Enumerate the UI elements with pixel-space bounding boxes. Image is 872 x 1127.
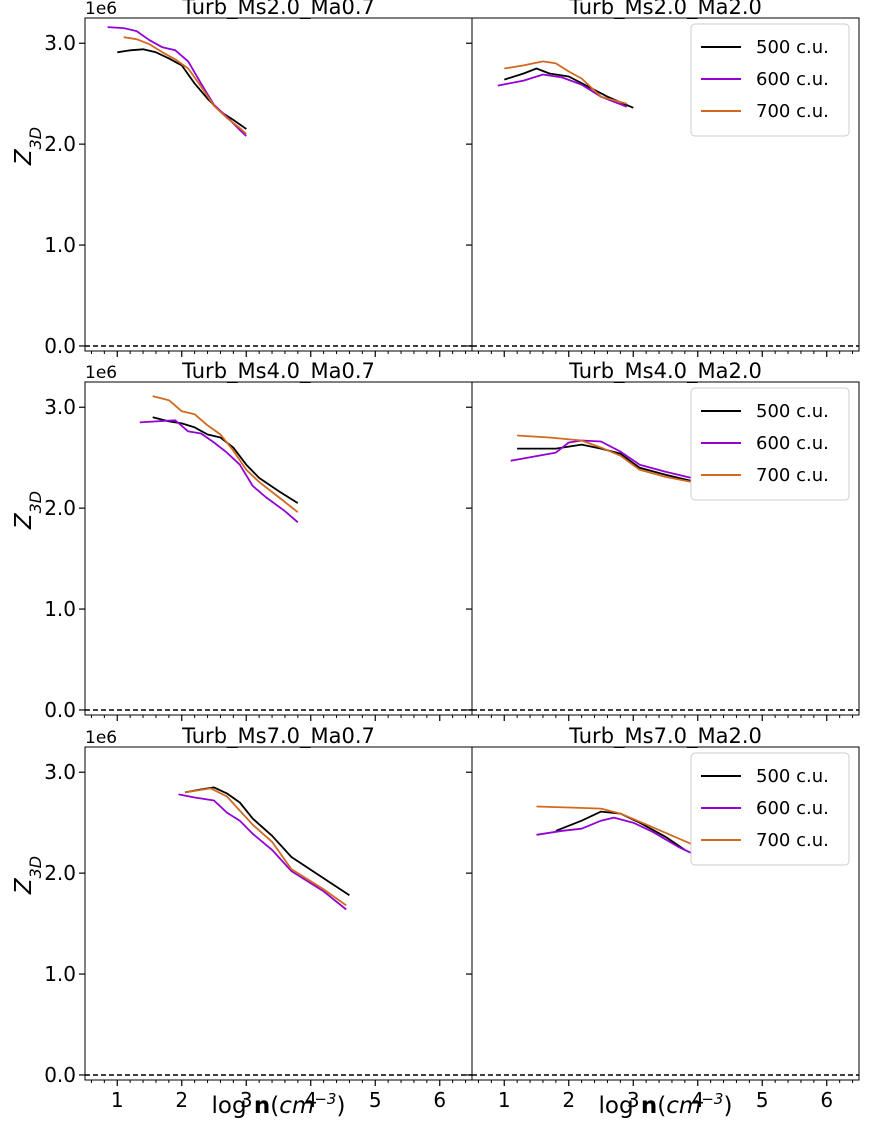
panel-4: Turb_Ms4.0_Ma2.0 500 c.u. 600 c.u. 700 c.u. [466, 359, 860, 721]
x-tick-label: 2 [562, 1088, 575, 1112]
series-line-600 [139, 419, 299, 523]
x-tick-label: 1 [111, 1088, 124, 1112]
x-tick-label: 4 [304, 1088, 317, 1112]
panel-title: Turb_Ms4.0_Ma2.0 [568, 359, 762, 384]
y-axis-label: Z3D [11, 856, 45, 895]
axes-frame [471, 17, 860, 352]
legend: 500 c.u. 600 c.u. 700 c.u. [690, 752, 850, 866]
legend-box [690, 23, 850, 137]
axes-frame [471, 746, 860, 1081]
series-line-700 [504, 60, 628, 105]
x-axis-label: log n(cm−3) [599, 1090, 733, 1119]
y-tick-label: 2.0 [44, 861, 76, 885]
series-line-600 [178, 793, 347, 911]
y-tick-label: 0.0 [44, 334, 76, 358]
x-tick-label: 6 [433, 1088, 446, 1112]
legend-label: 700 c.u. [756, 465, 829, 486]
series-line-600 [107, 26, 247, 137]
legend-label: 500 c.u. [756, 766, 829, 787]
y-offset-label: 1e6 [85, 728, 117, 748]
series-line-500 [504, 67, 634, 109]
series-line-600 [497, 73, 628, 108]
series-line-700 [152, 395, 299, 513]
x-tick-label: 3 [627, 1088, 640, 1112]
y-tick-label: 3.0 [44, 395, 76, 419]
x-tick-label: 4 [691, 1088, 704, 1112]
y-axis-label: Z3D [11, 491, 45, 530]
axes-frame [84, 746, 473, 1081]
panel-5: Turb_Ms7.0_Ma0.7 1 2 3 4 5 6 0.0 1.0 2.0 3.0 1e6 Z3D… [11, 724, 473, 1119]
y-tick-label: 2.0 [44, 496, 76, 520]
x-tick-label: 1 [498, 1088, 511, 1112]
x-tick-label: 6 [820, 1088, 833, 1112]
axes-frame [471, 381, 860, 716]
x-tick-label: 5 [756, 1088, 769, 1112]
x-tick-label: 2 [175, 1088, 188, 1112]
legend-label: 500 c.u. [756, 37, 829, 58]
y-offset-label: 1e6 [85, 0, 117, 19]
panel-title: Turb_Ms2.0_Ma2.0 [568, 0, 762, 20]
series-line-600 [510, 439, 692, 479]
panel-3: Turb_Ms4.0_Ma0.7 0.0 1.0 2.0 3.0 1e6 Z3D [11, 359, 473, 722]
legend-box [690, 387, 850, 501]
series-line-500 [555, 810, 686, 851]
panel-6: Turb_Ms7.0_Ma2.0 1 2 3 4 5 6 log n(cm−3) 500 c.u… [466, 724, 860, 1119]
y-tick-label: 1.0 [44, 962, 76, 986]
panel-1: Turb_Ms2.0_Ma0.7 0.0 1.0 2.0 3.0 1e6 Z3D [11, 0, 473, 358]
y-axis-label: Z3D [11, 127, 45, 166]
series-line-600 [536, 816, 692, 854]
legend-label: 500 c.u. [756, 401, 829, 422]
x-tick-label: 5 [369, 1088, 382, 1112]
y-tick-label: 1.0 [44, 233, 76, 257]
panel-title: Turb_Ms7.0_Ma0.7 [181, 724, 375, 749]
panel-title: Turb_Ms4.0_Ma0.7 [181, 359, 375, 384]
panel-title: Turb_Ms7.0_Ma2.0 [568, 724, 762, 749]
panel-title: Turb_Ms2.0_Ma0.7 [181, 0, 375, 20]
legend-box [690, 752, 850, 866]
y-tick-label: 3.0 [44, 31, 76, 55]
series-line-500 [184, 786, 350, 897]
panel-2: Turb_Ms2.0_Ma2.0 500 c.u. 600 c.u. 700 c.u. [466, 0, 860, 357]
series-line-700 [517, 434, 692, 483]
axes-frame [84, 17, 473, 352]
series-line-500 [517, 443, 692, 482]
legend: 500 c.u. 600 c.u. 700 c.u. [690, 387, 850, 501]
series-line-500 [152, 416, 299, 504]
legend-label: 600 c.u. [756, 69, 829, 90]
y-tick-label: 3.0 [44, 760, 76, 784]
legend-label: 600 c.u. [756, 433, 829, 454]
y-tick-label: 0.0 [44, 698, 76, 722]
legend: 500 c.u. 600 c.u. 700 c.u. [690, 23, 850, 137]
legend-label: 700 c.u. [756, 830, 829, 851]
x-tick-label: 3 [240, 1088, 253, 1112]
legend-label: 700 c.u. [756, 101, 829, 122]
series-line-700 [184, 787, 347, 907]
axes-frame [84, 381, 473, 716]
series-line-700 [536, 805, 692, 845]
x-axis-label: log n(cm−3) [212, 1090, 346, 1119]
y-tick-label: 0.0 [44, 1063, 76, 1087]
series-line-700 [123, 36, 247, 135]
y-tick-label: 1.0 [44, 597, 76, 621]
y-offset-label: 1e6 [85, 363, 117, 383]
legend-label: 600 c.u. [756, 798, 829, 819]
y-tick-label: 2.0 [44, 132, 76, 156]
